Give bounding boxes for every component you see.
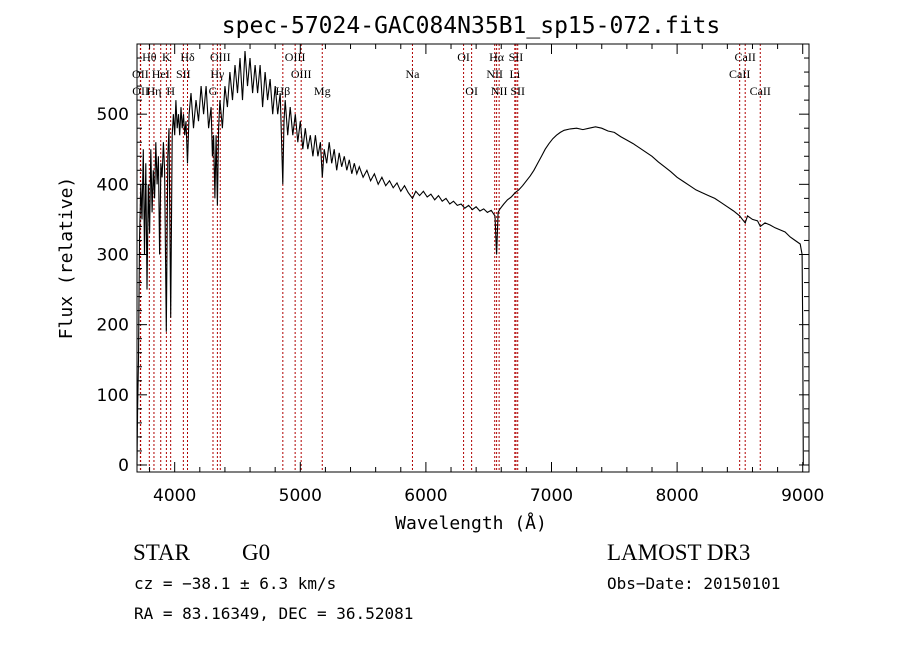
- y-tick-label: 200: [97, 316, 129, 336]
- emission-line-label: Hη: [146, 84, 161, 98]
- emission-line-label: OI: [457, 50, 470, 64]
- emission-line-label: G: [209, 84, 218, 98]
- x-axis-tick-labels: 4000 5000 6000 7000 8000 9000: [153, 486, 824, 506]
- object-subclass: G0: [242, 540, 270, 565]
- emission-line-label: Mg: [314, 84, 331, 98]
- emission-line-label: OII: [132, 84, 149, 98]
- emission-line-label: SII: [509, 50, 524, 64]
- emission-line-labels: Hθ K Hδ OIII OIII OI Hα SII CaII OII HeI SII Hγ OIII N…: [132, 50, 771, 98]
- x-tick-label: 5000: [279, 486, 322, 506]
- y-axis-label: Flux (relative): [56, 177, 77, 340]
- emission-line-label: Hθ: [142, 50, 157, 64]
- emission-line-label: CaII: [729, 67, 750, 81]
- object-class: STAR: [133, 540, 191, 565]
- emission-line-markers: [139, 44, 761, 472]
- emission-line-label: Na: [405, 67, 420, 81]
- redshift-velocity: cz = −38.1 ± 6.3 km/s: [134, 574, 336, 593]
- emission-line-label: CaII: [735, 50, 756, 64]
- emission-line-label: HeI: [152, 67, 170, 81]
- emission-line-label: Li: [509, 67, 520, 81]
- y-tick-label: 300: [97, 245, 129, 265]
- x-axis-ticks: [149, 44, 804, 472]
- emission-line-label: K: [162, 50, 171, 64]
- spectrum-line: [136, 50, 804, 466]
- y-tick-label: 0: [118, 456, 129, 476]
- emission-line-label: NII: [486, 67, 503, 81]
- y-tick-label: 400: [97, 175, 129, 195]
- observation-date: Obs−Date: 20150101: [607, 574, 780, 593]
- emission-line-label: OIII: [285, 50, 306, 64]
- emission-line-label: SII: [176, 67, 191, 81]
- x-tick-label: 4000: [153, 486, 196, 506]
- emission-line-label: OIII: [291, 67, 312, 81]
- survey-name: LAMOST DR3: [607, 540, 750, 565]
- emission-line-label: Hδ: [180, 50, 195, 64]
- x-tick-label: 8000: [655, 486, 698, 506]
- emission-line-label: OI: [465, 84, 478, 98]
- emission-line-label: OII: [132, 67, 149, 81]
- sky-coordinates: RA = 83.16349, DEC = 36.52081: [134, 604, 413, 623]
- emission-line-label: SII: [510, 84, 525, 98]
- y-tick-label: 100: [97, 386, 129, 406]
- y-axis-ticks: [137, 57, 809, 466]
- emission-line-label: Hα: [489, 50, 505, 64]
- x-tick-label: 7000: [530, 486, 573, 506]
- emission-line-label: Hγ: [210, 67, 225, 81]
- emission-line-label: OIII: [210, 50, 231, 64]
- emission-line-label: Hβ: [275, 84, 290, 98]
- y-tick-label: 500: [97, 105, 129, 125]
- x-tick-label: 6000: [404, 486, 447, 506]
- y-axis-tick-labels: 0 100 200 300 400 500: [97, 105, 129, 476]
- plot-frame: [136, 43, 810, 473]
- x-tick-label: 9000: [781, 486, 824, 506]
- emission-line-label: NII: [491, 84, 508, 98]
- emission-line-label: CaII: [750, 84, 771, 98]
- emission-line-label: H: [166, 84, 175, 98]
- chart-title: spec-57024-GAC084N35B1_sp15-072.fits: [222, 13, 721, 39]
- x-axis-label: Wavelength (Å): [395, 512, 547, 534]
